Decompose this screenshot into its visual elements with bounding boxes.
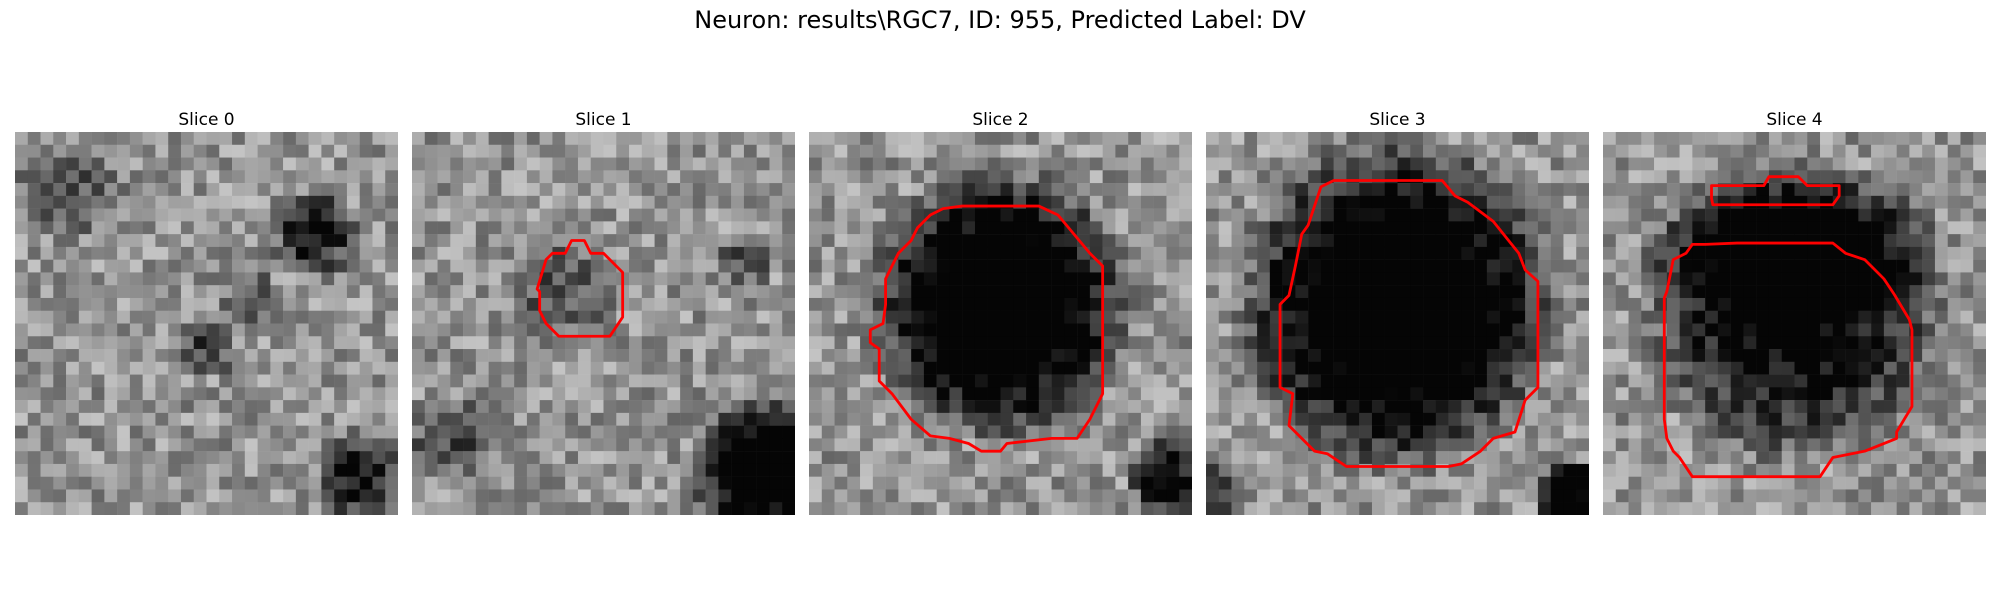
panel-title: Slice 4 <box>1766 110 1823 130</box>
slice-image <box>809 132 1192 515</box>
slice-image <box>1206 132 1589 515</box>
cell-outline <box>1278 179 1540 468</box>
slice-image <box>15 132 398 515</box>
panel-slice-2: Slice 2 <box>809 108 1192 515</box>
slice-image <box>1603 132 1986 515</box>
panel-title: Slice 1 <box>575 110 632 130</box>
cell-outline <box>868 204 1105 453</box>
figure-title: Neuron: results\RGC7, ID: 955, Predicted… <box>694 6 1306 34</box>
panel-slice-4: Slice 4 <box>1603 108 1986 515</box>
panel-slice-3: Slice 3 <box>1206 108 1589 515</box>
cell-outline <box>535 239 625 338</box>
cell-outline <box>1662 241 1914 479</box>
slice-image <box>412 132 795 515</box>
panel-title: Slice 0 <box>178 110 235 130</box>
panel-title: Slice 3 <box>1369 110 1426 130</box>
cell-outline <box>1710 175 1841 207</box>
panel-title: Slice 2 <box>972 110 1029 130</box>
panel-slice-0: Slice 0 <box>15 108 398 515</box>
panel-slice-1: Slice 1 <box>412 108 795 515</box>
